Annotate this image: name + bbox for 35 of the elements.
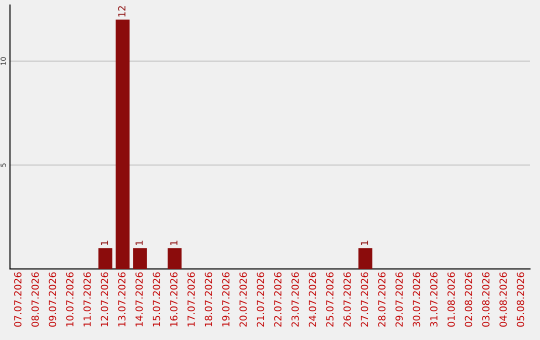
x-tick-label: 22.07.2026 <box>274 272 282 327</box>
x-tick-label: 03.08.2026 <box>482 272 490 327</box>
x-tick-label: 23.07.2026 <box>291 272 299 327</box>
data-label: 1 <box>170 240 178 246</box>
x-tick-label: 24.07.2026 <box>308 272 316 327</box>
x-tick-label: 19.07.2026 <box>222 272 230 326</box>
x-tick-label: 17.07.2026 <box>187 272 195 326</box>
x-tick-label: 15.07.2026 <box>152 272 160 326</box>
data-label: 12 <box>118 6 126 16</box>
data-label: 1 <box>136 240 143 246</box>
x-tick-label: 21.07.2026 <box>256 272 264 327</box>
data-label: 1 <box>360 240 368 246</box>
x-tick-label: 10.07.2026 <box>66 272 74 326</box>
x-tick-label: 18.07.2026 <box>204 272 212 326</box>
x-tick-label: 30.07.2026 <box>412 272 420 327</box>
x-tick-label: 13.07.2026 <box>118 272 126 326</box>
x-tick-label: 26.07.2026 <box>343 272 351 327</box>
x-tick-label: 09.07.2026 <box>48 272 56 327</box>
x-tick-label: 02.08.2026 <box>464 272 472 327</box>
x-tick-label: 29.07.2026 <box>395 272 403 327</box>
x-tick-label: 25.07.2026 <box>326 272 334 327</box>
x-tick-label: 14.07.2026 <box>135 272 143 326</box>
x-tick-label: 16.07.2026 <box>170 272 178 326</box>
x-tick-label: 04.08.2026 <box>499 272 507 327</box>
x-tick-label: 01.08.2026 <box>447 272 455 327</box>
x-tick-label: 08.07.2026 <box>31 272 39 327</box>
x-tick-label: 12.07.2026 <box>100 272 108 326</box>
x-tick-label: 20.07.2026 <box>239 272 247 327</box>
x-tick-label: 11.07.2026 <box>83 272 91 326</box>
data-label: 1 <box>100 240 108 246</box>
x-tick-label: 28.07.2026 <box>378 272 386 327</box>
x-tick-label: 31.07.2026 <box>430 272 438 327</box>
x-tick-label: 05.08.2026 <box>516 272 524 327</box>
x-tick-label: 27.07.2026 <box>360 272 368 327</box>
x-tick-label: 07.07.2026 <box>14 272 22 327</box>
